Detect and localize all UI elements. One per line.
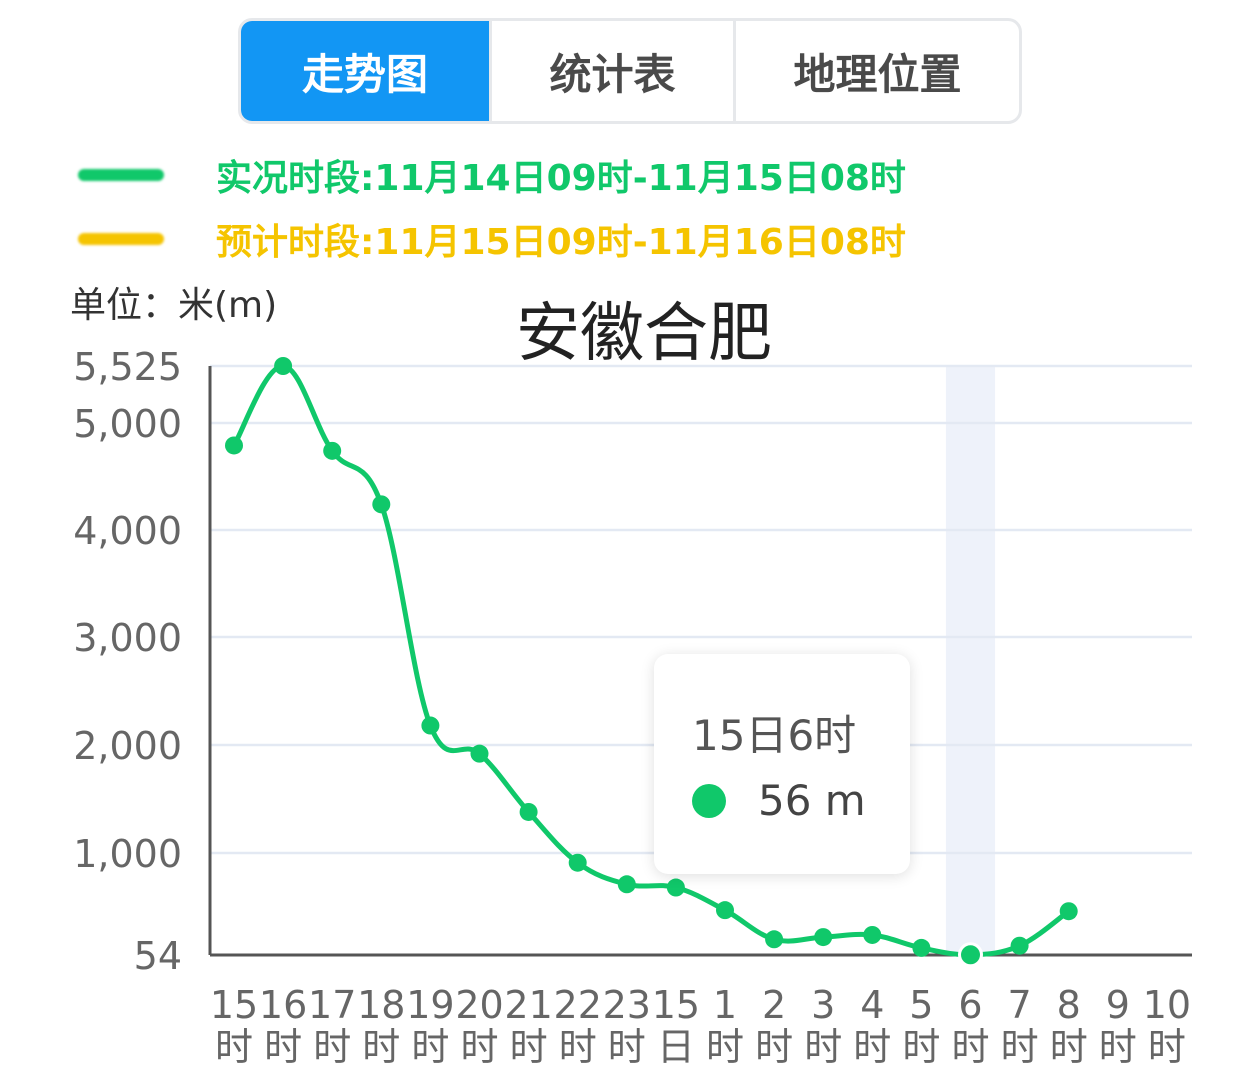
y-tick-label: 5,525: [73, 345, 182, 389]
x-tick-unit: 日: [657, 1025, 695, 1069]
y-tick-label: 5,000: [73, 402, 182, 446]
y-tick-label: 54: [134, 934, 182, 978]
x-tick-unit: 时: [510, 1025, 548, 1069]
data-point: [274, 357, 293, 375]
hover-highlight-band: [945, 366, 996, 955]
x-tick-unit: 时: [1050, 1025, 1088, 1069]
data-point: [716, 901, 734, 920]
data-point: [225, 436, 243, 455]
x-tick-unit: 时: [755, 1025, 793, 1069]
tab-statistics-table[interactable]: 统计表: [489, 21, 733, 121]
y-tick-label: 1,000: [73, 832, 182, 876]
data-point: [568, 853, 587, 872]
x-tick-label: 20: [455, 983, 503, 1027]
x-tick-unit: 时: [1001, 1025, 1039, 1069]
x-tick-label: 15: [210, 983, 258, 1027]
legend-observed: 实况时段:11月14日09时-11月15日08时: [78, 150, 906, 200]
x-tick-label: 23: [603, 983, 651, 1027]
x-tick-unit: 时: [706, 1025, 744, 1069]
x-tick-unit: 时: [804, 1025, 842, 1069]
y-tick-label: 3,000: [73, 616, 182, 660]
x-tick-unit: 时: [951, 1025, 989, 1069]
data-point: [1059, 902, 1078, 921]
x-tick-label: 21: [504, 983, 552, 1027]
data-point: [814, 928, 833, 947]
y-tick-label: 2,000: [73, 724, 182, 768]
x-tick-unit: 时: [215, 1025, 253, 1069]
view-tabs: 走势图 统计表 地理位置: [238, 18, 1022, 124]
x-tick-label: 22: [554, 983, 602, 1027]
data-point: [863, 925, 882, 944]
x-tick-unit: 时: [853, 1025, 891, 1069]
x-tick-unit: 时: [460, 1025, 498, 1069]
x-tick-label: 3: [811, 983, 835, 1027]
data-point: [470, 744, 489, 763]
y-tick-label: 4,000: [73, 509, 182, 553]
data-point: [912, 938, 931, 957]
x-tick-label: 18: [357, 983, 405, 1027]
legend-observed-label: 实况时段:11月14日09时-11月15日08时: [216, 158, 906, 199]
data-point: [1010, 936, 1029, 955]
x-tick-label: 17: [308, 983, 356, 1027]
x-tick-label: 5: [909, 983, 933, 1027]
x-tick-unit: 时: [362, 1025, 400, 1069]
x-tick-label: 15: [652, 983, 700, 1027]
x-tick-unit: 时: [902, 1025, 940, 1069]
x-tick-label: 2: [762, 983, 786, 1027]
x-tick-unit: 时: [411, 1025, 449, 1069]
legend-forecast-label: 预计时段:11月15日09时-11月16日08时: [216, 222, 906, 263]
x-tick-label: 16: [259, 983, 307, 1027]
tooltip-title: 15日6时: [692, 711, 857, 760]
legend-forecast: 预计时段:11月15日09时-11月16日08时: [78, 214, 906, 264]
legend-forecast-swatch: [78, 233, 164, 245]
x-tick-label: 1: [713, 983, 737, 1027]
data-point: [666, 878, 685, 897]
tooltip-series-dot: [692, 784, 726, 818]
x-tick-unit: 时: [264, 1025, 302, 1069]
series-line-observed: [231, 363, 1072, 958]
data-point: [958, 942, 983, 968]
x-tick-unit: 时: [1099, 1025, 1137, 1069]
data-point: [519, 802, 538, 821]
x-tick-label: 6: [958, 983, 982, 1027]
x-tick-label: 19: [406, 983, 454, 1027]
data-tooltip: 15日6时 56 m: [654, 654, 910, 874]
x-tick-label: 9: [1106, 983, 1130, 1027]
tab-geo-location[interactable]: 地理位置: [733, 21, 1019, 121]
data-point: [765, 930, 784, 949]
tab-trend-chart[interactable]: 走势图: [241, 21, 489, 121]
x-tick-unit: 时: [608, 1025, 646, 1069]
x-tick-unit: 时: [559, 1025, 597, 1069]
chart-title: 安徽合肥: [516, 297, 772, 371]
data-point: [372, 495, 391, 514]
x-tick-unit: 时: [1148, 1025, 1186, 1069]
x-tick-unit: 时: [313, 1025, 351, 1069]
tooltip-value: 56 m: [758, 776, 866, 825]
x-tick-label: 4: [860, 983, 884, 1027]
data-point: [617, 875, 636, 894]
legend-observed-swatch: [78, 169, 164, 181]
x-tick-label: 7: [1008, 983, 1032, 1027]
unit-label: 单位：米(m): [70, 285, 278, 326]
x-tick-label: 10: [1143, 983, 1191, 1027]
data-point: [323, 441, 342, 460]
data-point: [421, 716, 440, 735]
x-tick-label: 8: [1057, 983, 1081, 1027]
